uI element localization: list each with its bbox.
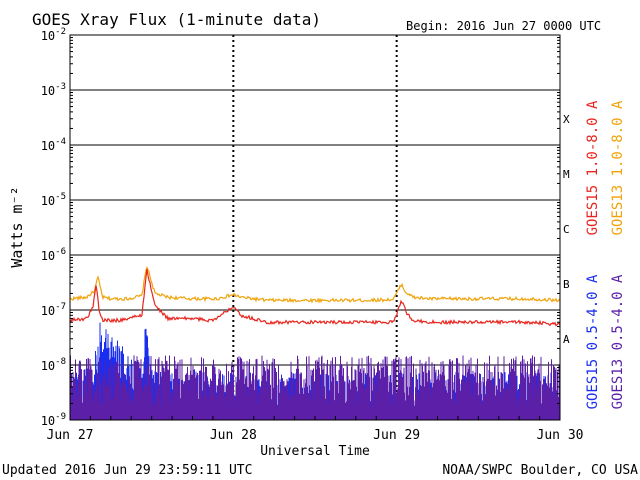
updated-time: Updated 2016 Jun 29 23:59:11 UTC [2,463,252,478]
y-tick-label-4: 10-6 [41,247,66,263]
y-tick-label-3: 10-5 [41,192,66,208]
y-tick-label-5: 10-7 [41,302,66,318]
y-tick-label-2: 10-4 [41,137,66,153]
x-axis-ticks: Jun 27 Jun 28 Jun 29 Jun 30 [47,416,584,443]
y-tick-label-7: 10-9 [41,412,66,428]
y-axis-ticks: 10-2 10-3 10-4 10-5 10-6 10-7 10-8 10-9 [41,27,560,428]
y-tick-label-0: 10-2 [41,27,66,43]
legend: GOES15 1.0-8.0 A GOES13 1.0-8.0 A GOES15 0… [585,100,626,409]
legend-entry-0: GOES15 1.0-8.0 A [585,100,601,235]
series-line-1 [69,269,561,327]
y-axis-label: Watts m⁻² [8,186,26,267]
credit-text: NOAA/SWPC Boulder, CO USA [442,463,638,478]
flare-class-X: X [563,113,570,126]
x-tick-label-3: Jun 30 [537,428,584,443]
flare-class-labels: X M C B A [563,113,570,346]
y-tick-label-6: 10-8 [41,357,66,373]
legend-entry-3: GOES13 0.5-4.0 A [610,274,626,409]
x-tick-label-2: Jun 29 [373,428,420,443]
data-series [69,265,561,420]
x-axis-label: Universal Time [260,444,370,459]
begin-time: Begin: 2016 Jun 27 0000 UTC [406,19,601,33]
flare-class-C: C [563,223,570,236]
flare-class-B: B [563,278,570,291]
y-tick-label-1: 10-3 [41,82,66,98]
x-tick-label-0: Jun 27 [47,428,94,443]
x-tick-label-1: Jun 28 [210,428,257,443]
grid-lines [70,34,560,421]
legend-entry-1: GOES13 1.0-8.0 A [610,100,626,235]
series-line-0 [69,265,561,304]
legend-entry-2: GOES15 0.5-4.0 A [585,274,601,409]
chart-title: GOES Xray Flux (1-minute data) [32,10,321,29]
flare-class-M: M [563,168,570,181]
flare-class-A: A [563,333,570,346]
